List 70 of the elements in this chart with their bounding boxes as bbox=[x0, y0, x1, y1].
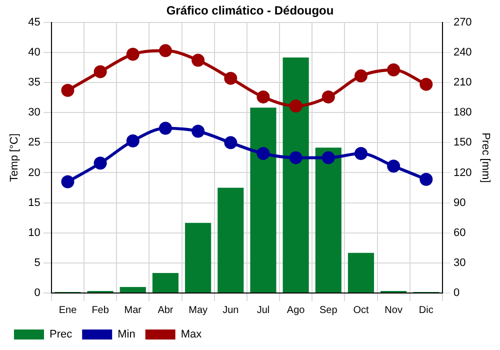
point bbox=[354, 146, 368, 160]
x-tick-label: Feb bbox=[92, 304, 110, 316]
y-tick-label: 15 bbox=[28, 196, 40, 209]
y2-tick-label: 150 bbox=[453, 136, 472, 149]
point bbox=[354, 69, 368, 82]
bar bbox=[152, 272, 179, 292]
x-tick-label: Nov bbox=[384, 304, 402, 316]
y2-tick-label: 90 bbox=[453, 196, 466, 209]
y2-axis-title: Prec [mm] bbox=[479, 132, 492, 183]
y-tick-label: 40 bbox=[28, 46, 40, 58]
y-tick-label: 35 bbox=[28, 76, 40, 89]
bar bbox=[282, 57, 309, 292]
x-tick-label: Oct bbox=[353, 304, 369, 316]
point bbox=[256, 90, 270, 104]
y-axis-title: Temp [°C] bbox=[8, 133, 21, 182]
x-tick-label: Ene bbox=[58, 304, 78, 316]
x-tick-label: May bbox=[188, 304, 208, 316]
point bbox=[387, 63, 400, 76]
point bbox=[126, 134, 140, 148]
point bbox=[61, 175, 74, 188]
y-tick-label: 10 bbox=[28, 226, 40, 239]
chart-title: Gráfico climático - Dédougou bbox=[166, 4, 334, 18]
point bbox=[61, 84, 74, 97]
x-tick-label: Dic bbox=[418, 304, 434, 316]
y2-tick-label: 270 bbox=[453, 16, 472, 28]
point bbox=[322, 151, 335, 164]
point bbox=[420, 78, 433, 91]
bar bbox=[120, 286, 146, 292]
y2-tick-label: 60 bbox=[453, 226, 466, 239]
legend-label: Min bbox=[118, 328, 136, 341]
point bbox=[224, 136, 238, 150]
point bbox=[387, 160, 400, 173]
y2-tick-label: 30 bbox=[453, 256, 466, 269]
legend-label: Max bbox=[180, 328, 202, 341]
bar bbox=[348, 252, 374, 292]
point bbox=[256, 146, 270, 160]
y2-tick-label: 180 bbox=[453, 106, 472, 119]
y2-tick-label: 0 bbox=[453, 287, 460, 300]
y-tick-label: 30 bbox=[28, 106, 40, 119]
x-tick-label: Sep bbox=[320, 304, 338, 316]
point bbox=[224, 72, 238, 85]
y-tick-label: 5 bbox=[34, 256, 40, 269]
bar bbox=[218, 188, 244, 292]
point bbox=[420, 172, 433, 186]
bar bbox=[315, 148, 342, 292]
y2-tick-label: 120 bbox=[453, 166, 472, 179]
x-tick-label: Ago bbox=[286, 304, 306, 316]
point bbox=[94, 65, 107, 78]
y-tick-label: 25 bbox=[28, 136, 40, 149]
point bbox=[289, 99, 302, 112]
point bbox=[192, 54, 205, 67]
x-tick-label: Jul bbox=[256, 304, 270, 316]
point bbox=[158, 44, 172, 58]
y-tick-label: 0 bbox=[34, 287, 40, 300]
point bbox=[126, 48, 140, 61]
point bbox=[322, 90, 335, 104]
x-tick-label: Abr bbox=[158, 304, 174, 316]
point bbox=[289, 151, 302, 164]
legend-label: Prec bbox=[50, 328, 73, 341]
bar bbox=[185, 222, 212, 292]
point bbox=[158, 122, 172, 135]
y-tick-label: 45 bbox=[28, 16, 40, 28]
y2-tick-label: 240 bbox=[453, 46, 472, 58]
x-tick-label: Mar bbox=[124, 304, 142, 316]
point bbox=[94, 156, 107, 170]
x-tick-label: Jun bbox=[222, 304, 239, 316]
y2-tick-label: 210 bbox=[453, 76, 472, 89]
y-tick-label: 20 bbox=[28, 166, 40, 179]
point bbox=[192, 124, 205, 138]
bar bbox=[250, 108, 276, 292]
